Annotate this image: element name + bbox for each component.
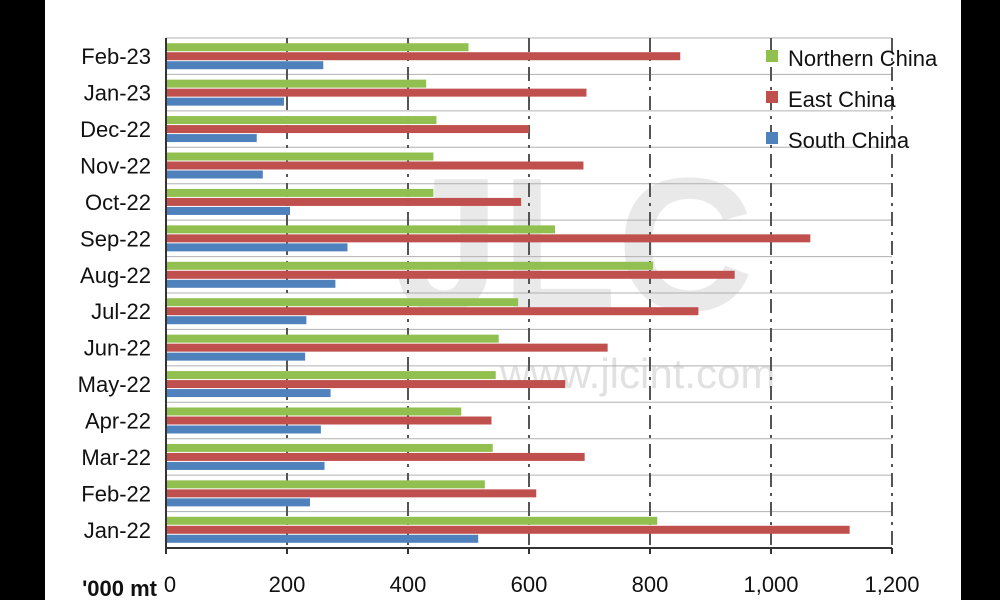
bar-northern-china (166, 43, 469, 52)
legend-swatch (766, 50, 778, 62)
y-tick-label: Dec-22 (80, 117, 151, 142)
x-tick-label: 600 (511, 572, 548, 597)
bar-northern-china (166, 152, 434, 161)
bar-south-china (166, 352, 306, 361)
legend-swatch (766, 132, 778, 144)
watermark: JLC www.jlcint.com (395, 139, 775, 397)
y-tick-label: Jan-22 (84, 518, 151, 543)
bar-northern-china (166, 480, 485, 489)
bar-south-china (166, 534, 479, 543)
x-tick-label: 400 (390, 572, 427, 597)
x-axis-unit-label: '000 mt (82, 576, 158, 600)
bar-east-china (166, 161, 584, 170)
legend-swatch (766, 91, 778, 103)
bar-east-china (166, 234, 811, 243)
watermark-logo-text: JLC (395, 139, 754, 351)
bar-northern-china (166, 188, 434, 197)
bar-northern-china (166, 225, 556, 234)
x-tick-label: 200 (269, 572, 306, 597)
bar-chart: JLC www.jlcint.com Feb-23 Jan-23 Dec-22 Nov… (78, 37, 938, 600)
y-tick-label: May-22 (78, 372, 151, 397)
bar-east-china (166, 270, 735, 279)
x-tick-label: 1,000 (743, 572, 798, 597)
legend-label: Northern China (788, 46, 938, 71)
y-tick-label: Feb-22 (81, 481, 151, 506)
bar-northern-china (166, 79, 427, 88)
bar-south-china (166, 425, 321, 434)
bar-northern-china (166, 261, 654, 270)
chart-panel: JLC www.jlcint.com Feb-23 Jan-23 Dec-22 Nov… (45, 0, 961, 600)
y-tick-label: Feb-23 (81, 44, 151, 69)
legend: Northern China East China South China (766, 46, 938, 153)
x-tick-label: 0 (164, 572, 176, 597)
bar-east-china (166, 343, 608, 352)
bar-east-china (166, 452, 585, 461)
tick-labels: Feb-23 Jan-23 Dec-22 Nov-22 Oct-22 Sep-22 Aug-… (78, 44, 920, 597)
y-tick-label: Jan-23 (84, 81, 151, 106)
bar-east-china (166, 525, 850, 534)
bar-south-china (166, 206, 291, 215)
bar-south-china (166, 170, 263, 179)
bar-east-china (166, 380, 566, 389)
bar-northern-china (166, 443, 493, 452)
bar-south-china (166, 498, 310, 507)
y-tick-label: Sep-22 (80, 226, 151, 251)
bar-northern-china (166, 407, 462, 416)
bar-east-china (166, 307, 699, 316)
bar-northern-china (166, 371, 496, 380)
bar-east-china (166, 489, 537, 498)
watermark-url-text: www.jlcint.com (499, 350, 775, 397)
bar-south-china (166, 316, 307, 325)
y-tick-label: Aug-22 (80, 263, 151, 288)
bar-south-china (166, 97, 284, 106)
legend-label: South China (788, 128, 910, 153)
y-tick-label: Mar-22 (81, 445, 151, 470)
y-tick-label: Jul-22 (91, 299, 151, 324)
legend-label: East China (788, 87, 896, 112)
y-tick-label: Jun-22 (84, 336, 151, 361)
bar-south-china (166, 461, 325, 470)
bar-northern-china (166, 116, 437, 125)
bar-south-china (166, 243, 348, 252)
bar-south-china (166, 134, 257, 143)
bar-south-china (166, 279, 336, 288)
bar-east-china (166, 416, 492, 425)
y-tick-label: Nov-22 (80, 154, 151, 179)
bar-east-china (166, 88, 587, 97)
x-tick-label: 800 (632, 572, 669, 597)
gridlines (166, 37, 893, 549)
bar-northern-china (166, 516, 658, 525)
y-tick-label: Oct-22 (85, 190, 151, 215)
bar-northern-china (166, 298, 519, 307)
bar-northern-china (166, 334, 499, 343)
x-tick-label: 1,200 (864, 572, 919, 597)
bar-south-china (166, 61, 324, 70)
bar-east-china (166, 125, 529, 134)
y-tick-label: Apr-22 (85, 409, 151, 434)
bar-east-china (166, 52, 681, 61)
bar-south-china (166, 389, 331, 398)
bars (166, 43, 850, 543)
axes (165, 38, 893, 554)
bar-east-china (166, 197, 522, 206)
